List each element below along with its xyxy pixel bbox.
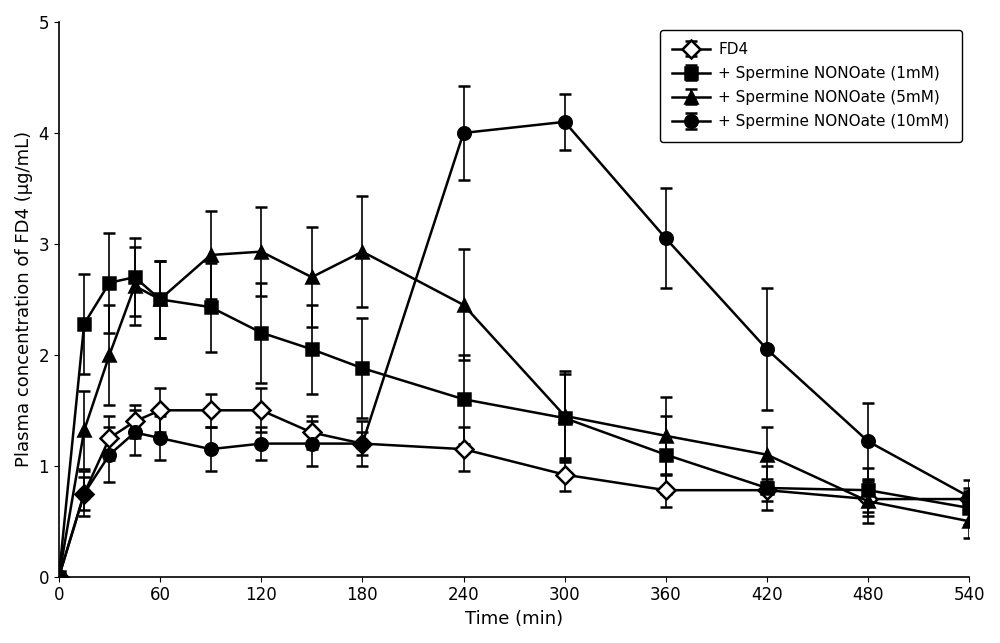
Y-axis label: Plasma concentration of FD4 (μg/mL): Plasma concentration of FD4 (μg/mL)	[15, 131, 33, 467]
Legend: FD4, + Spermine NONOate (1mM), + Spermine NONOate (5mM), + Spermine NONOate (10m: FD4, + Spermine NONOate (1mM), + Spermin…	[660, 30, 962, 141]
X-axis label: Time (min): Time (min)	[465, 610, 563, 628]
